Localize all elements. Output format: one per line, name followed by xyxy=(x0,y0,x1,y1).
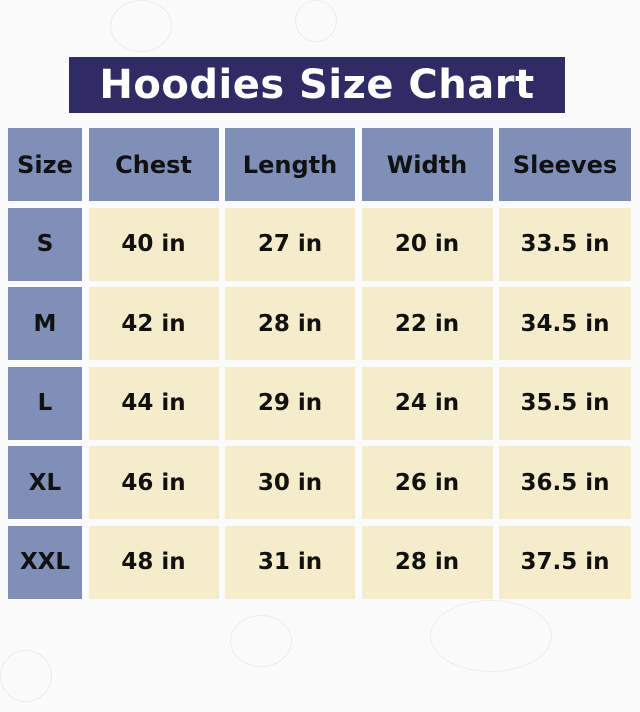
table-cell-length: 28 in xyxy=(225,287,355,360)
size-table: Size Chest Length Width Sleeves S 40 in 27 in 20… xyxy=(8,128,631,599)
column-header-size: Size xyxy=(8,128,82,201)
table-cell-sleeves: 35.5 in xyxy=(499,366,631,440)
page-title: Hoodies Size Chart xyxy=(69,57,565,113)
table-cell-width: 24 in xyxy=(361,366,493,440)
table-cell-sleeves: 34.5 in xyxy=(499,287,631,360)
table-cell-chest: 44 in xyxy=(88,366,219,440)
column-header-sleeves: Sleeves xyxy=(499,128,631,201)
table-cell-length: 30 in xyxy=(225,446,355,519)
table-cell-chest: 40 in xyxy=(88,207,219,281)
size-label: XXL xyxy=(8,525,82,599)
decorative-button xyxy=(295,0,337,42)
size-label: M xyxy=(8,287,82,360)
decorative-yarn-ball xyxy=(110,0,172,52)
table-cell-sleeves: 36.5 in xyxy=(499,446,631,519)
table-cell-chest: 48 in xyxy=(88,525,219,599)
decorative-sheep xyxy=(430,600,552,672)
table-cell-length: 27 in xyxy=(225,207,355,281)
table-cell-length: 29 in xyxy=(225,366,355,440)
size-label: L xyxy=(8,366,82,440)
table-cell-chest: 46 in xyxy=(88,446,219,519)
table-cell-sleeves: 37.5 in xyxy=(499,525,631,599)
table-cell-width: 28 in xyxy=(361,525,493,599)
column-header-width: Width xyxy=(361,128,493,201)
table-cell-width: 26 in xyxy=(361,446,493,519)
table-cell-length: 31 in xyxy=(225,525,355,599)
size-label: S xyxy=(8,207,82,281)
size-label: XL xyxy=(8,446,82,519)
column-header-chest: Chest xyxy=(88,128,219,201)
column-header-length: Length xyxy=(225,128,355,201)
decorative-heart-thread xyxy=(230,615,292,667)
table-cell-sleeves: 33.5 in xyxy=(499,207,631,281)
table-cell-width: 20 in xyxy=(361,207,493,281)
table-cell-width: 22 in xyxy=(361,287,493,360)
decorative-yarn-ball xyxy=(0,650,52,702)
table-cell-chest: 42 in xyxy=(88,287,219,360)
